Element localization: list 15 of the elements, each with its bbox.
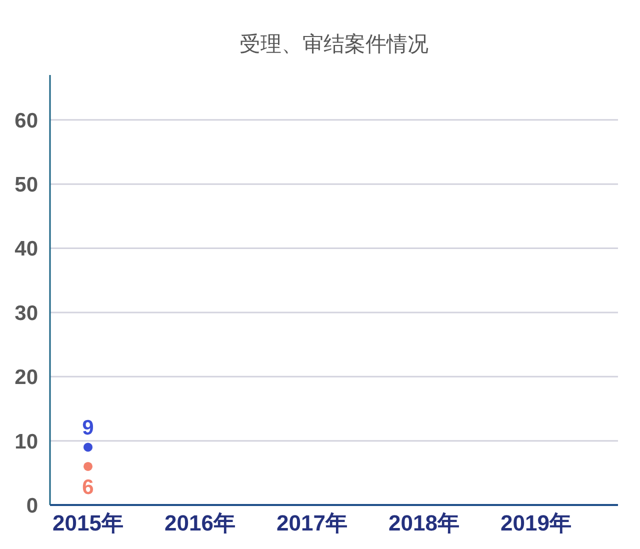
x-tick-label: 2018年 [388, 510, 460, 536]
chart-title: 受理、审结案件情况 [238, 32, 430, 58]
y-tick-label: 40 [14, 238, 38, 261]
x-tick-label: 2015年 [52, 510, 124, 536]
x-tick-label: 2019年 [500, 510, 572, 536]
y-tick-label: 0 [26, 494, 38, 518]
x-tick-label: 2016年 [164, 510, 236, 536]
y-tick-label: 20 [14, 366, 38, 390]
data-label: 6 [82, 476, 94, 499]
y-tick-label: 10 [14, 430, 38, 454]
y-tick-label: 30 [14, 302, 38, 325]
y-tick-label: 60 [14, 109, 38, 132]
x-tick-label: 2017年 [276, 510, 348, 536]
y-tick-label: 50 [14, 174, 38, 197]
data-label: 9 [82, 416, 94, 440]
